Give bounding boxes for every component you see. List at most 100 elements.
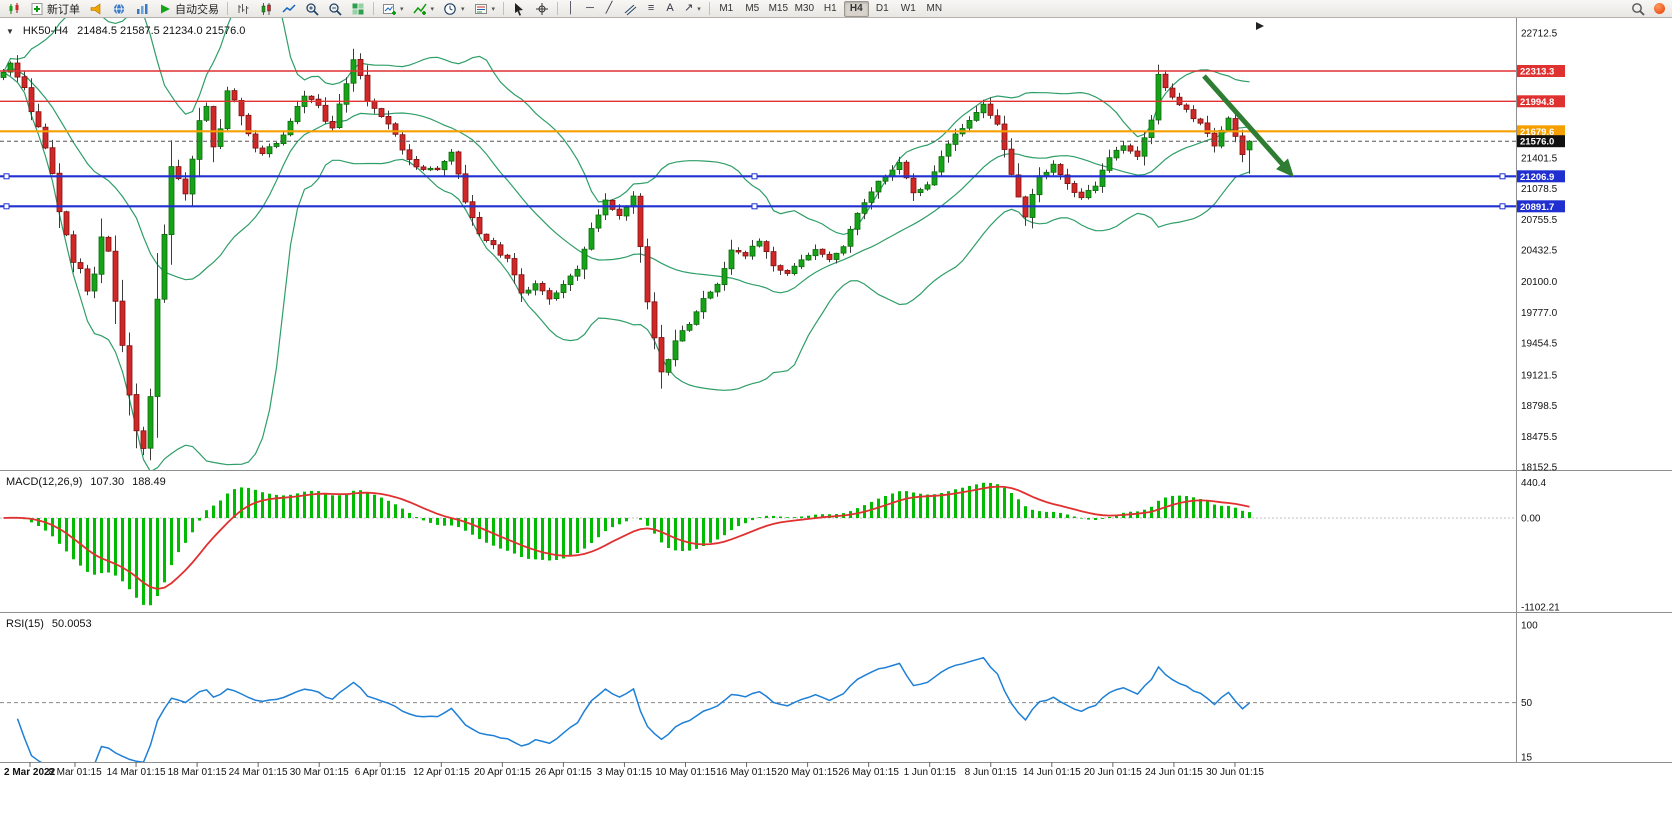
dropdown-icon: ▾ bbox=[491, 5, 496, 13]
candle-body bbox=[532, 283, 539, 291]
channel-tool-button[interactable] bbox=[619, 1, 641, 17]
fibonacci-tool-button[interactable]: ≡ bbox=[642, 1, 660, 17]
timeframe-d1-button[interactable]: D1 bbox=[875, 3, 889, 14]
timeframe-mn-button[interactable]: MN bbox=[926, 3, 943, 14]
candle-body bbox=[0, 71, 7, 78]
candle-body bbox=[1204, 122, 1211, 134]
candle-body bbox=[196, 120, 203, 160]
timeframe-m30-button[interactable]: M30 bbox=[794, 3, 815, 14]
chart-window-button[interactable] bbox=[3, 1, 25, 17]
arrows-tool-button[interactable]: ↗ ▾ bbox=[680, 1, 705, 17]
line-chart-mode-button[interactable] bbox=[278, 1, 300, 17]
candle-body bbox=[322, 104, 329, 122]
search-button[interactable] bbox=[1627, 1, 1649, 17]
vertical-line-tool-button[interactable]: │ bbox=[562, 1, 580, 17]
timeframe-h1-button[interactable]: H1 bbox=[823, 3, 837, 14]
candle-body bbox=[441, 160, 448, 171]
candle-body bbox=[700, 298, 707, 313]
horizontal-level-lines[interactable] bbox=[0, 70, 1516, 210]
timeframe-m5-button[interactable]: M5 bbox=[745, 3, 760, 14]
price-tag-label: 21206.9 bbox=[1520, 172, 1554, 183]
candle-body bbox=[1211, 132, 1218, 147]
collapse-icon[interactable]: ▼ bbox=[6, 26, 14, 36]
chart-icon bbox=[9, 2, 19, 14]
line-handle[interactable] bbox=[751, 203, 758, 210]
horn-icon bbox=[90, 2, 101, 15]
timeframe-w1-button[interactable]: W1 bbox=[900, 3, 916, 14]
candle-body bbox=[1190, 109, 1197, 120]
new-order-button[interactable]: 新订单 bbox=[26, 1, 84, 17]
time-axis-label: 2 Mar 2022 bbox=[4, 767, 56, 778]
candle-body bbox=[672, 340, 679, 361]
zoom-out-button[interactable] bbox=[324, 1, 346, 17]
market-watch-button[interactable] bbox=[131, 1, 153, 17]
candle-body bbox=[399, 134, 406, 151]
macd-label: MACD(12,26,9) 107.30 188.49 bbox=[6, 476, 166, 488]
tile-windows-button[interactable] bbox=[347, 1, 369, 17]
timeframe-m15-button[interactable]: M15 bbox=[768, 3, 789, 14]
candle-chart-mode-button[interactable] bbox=[255, 1, 277, 17]
candle-body bbox=[973, 112, 980, 121]
candle-body bbox=[539, 282, 546, 292]
arrow-tool-icon: ↗ bbox=[684, 2, 694, 14]
line-handle[interactable] bbox=[3, 173, 10, 180]
candle-body bbox=[154, 298, 161, 397]
time-axis-label: 1 Jun 01:15 bbox=[904, 767, 957, 778]
line-handle[interactable] bbox=[751, 173, 758, 180]
zoom-in-button[interactable] bbox=[301, 1, 323, 17]
alerts-button[interactable] bbox=[85, 1, 107, 17]
price-axis-label: 18152.5 bbox=[1521, 463, 1558, 474]
bollinger-upper-band bbox=[2, 18, 1250, 236]
price-tag bbox=[1517, 135, 1565, 148]
ohlc-values: 21484.5 21587.5 21234.0 21576.0 bbox=[77, 25, 246, 37]
price-axis-label: 19777.0 bbox=[1521, 308, 1558, 319]
templates-button[interactable]: ▾ bbox=[470, 1, 500, 17]
horizontal-line-tool-button[interactable]: ─ bbox=[581, 1, 599, 17]
candle-body bbox=[574, 268, 581, 277]
candle-body bbox=[1001, 123, 1008, 150]
time-axis-label: 12 Apr 01:15 bbox=[413, 767, 470, 778]
trendline-tool-button[interactable]: ╱ bbox=[600, 1, 618, 17]
candle-body bbox=[434, 167, 441, 171]
crosshair-tool-button[interactable] bbox=[531, 1, 553, 17]
toolbar-separator bbox=[373, 2, 374, 15]
main-chart-canvas[interactable]: 22712.5 21401.5 21078.5 20755.5 20432.5 20100… bbox=[0, 18, 1672, 826]
indicators-button[interactable]: ▾ bbox=[409, 1, 439, 17]
timeframe-h4-button[interactable]: H4 bbox=[843, 0, 869, 17]
notification-button[interactable] bbox=[1650, 1, 1669, 17]
price-tag bbox=[1517, 95, 1565, 108]
timeframe-m1-button[interactable]: M1 bbox=[719, 3, 734, 14]
candle-body bbox=[49, 147, 56, 174]
candle-body bbox=[1036, 175, 1043, 196]
autotrading-button[interactable]: 自动交易 bbox=[154, 1, 223, 17]
candle-body bbox=[777, 265, 784, 271]
price-axis-label: 20432.5 bbox=[1521, 246, 1558, 257]
time-axis-label: 20 Apr 01:15 bbox=[474, 767, 531, 778]
rsi-title: RSI(15) bbox=[6, 618, 44, 630]
line-handle[interactable] bbox=[1499, 203, 1506, 210]
candle-body bbox=[763, 241, 770, 253]
price-axis-label: 19121.5 bbox=[1521, 370, 1558, 381]
new-chart-button[interactable]: ▾ bbox=[378, 1, 408, 17]
cursor-tool-button[interactable] bbox=[508, 1, 530, 17]
bar-chart-mode-button[interactable] bbox=[232, 1, 254, 17]
line-handle[interactable] bbox=[1499, 173, 1506, 180]
candle-body bbox=[168, 166, 175, 236]
line-handle[interactable] bbox=[3, 203, 10, 210]
candle-body bbox=[140, 430, 147, 449]
candle-body bbox=[1043, 171, 1050, 177]
candle-body bbox=[392, 123, 399, 135]
periods-button[interactable]: ▾ bbox=[439, 1, 469, 17]
text-tool-button[interactable]: A bbox=[661, 1, 679, 17]
price-tag-label: 20891.7 bbox=[1520, 202, 1554, 213]
candle-body bbox=[819, 248, 826, 255]
news-button[interactable] bbox=[108, 1, 130, 17]
candle-body bbox=[525, 289, 532, 294]
candle-body bbox=[644, 246, 651, 303]
candle-body bbox=[238, 100, 245, 117]
channel-icon bbox=[624, 4, 637, 15]
trend-arrow[interactable] bbox=[1202, 74, 1294, 178]
time-axis-label: 26 May 01:15 bbox=[838, 767, 899, 778]
candle-body bbox=[126, 345, 133, 396]
candle-body bbox=[735, 249, 742, 253]
